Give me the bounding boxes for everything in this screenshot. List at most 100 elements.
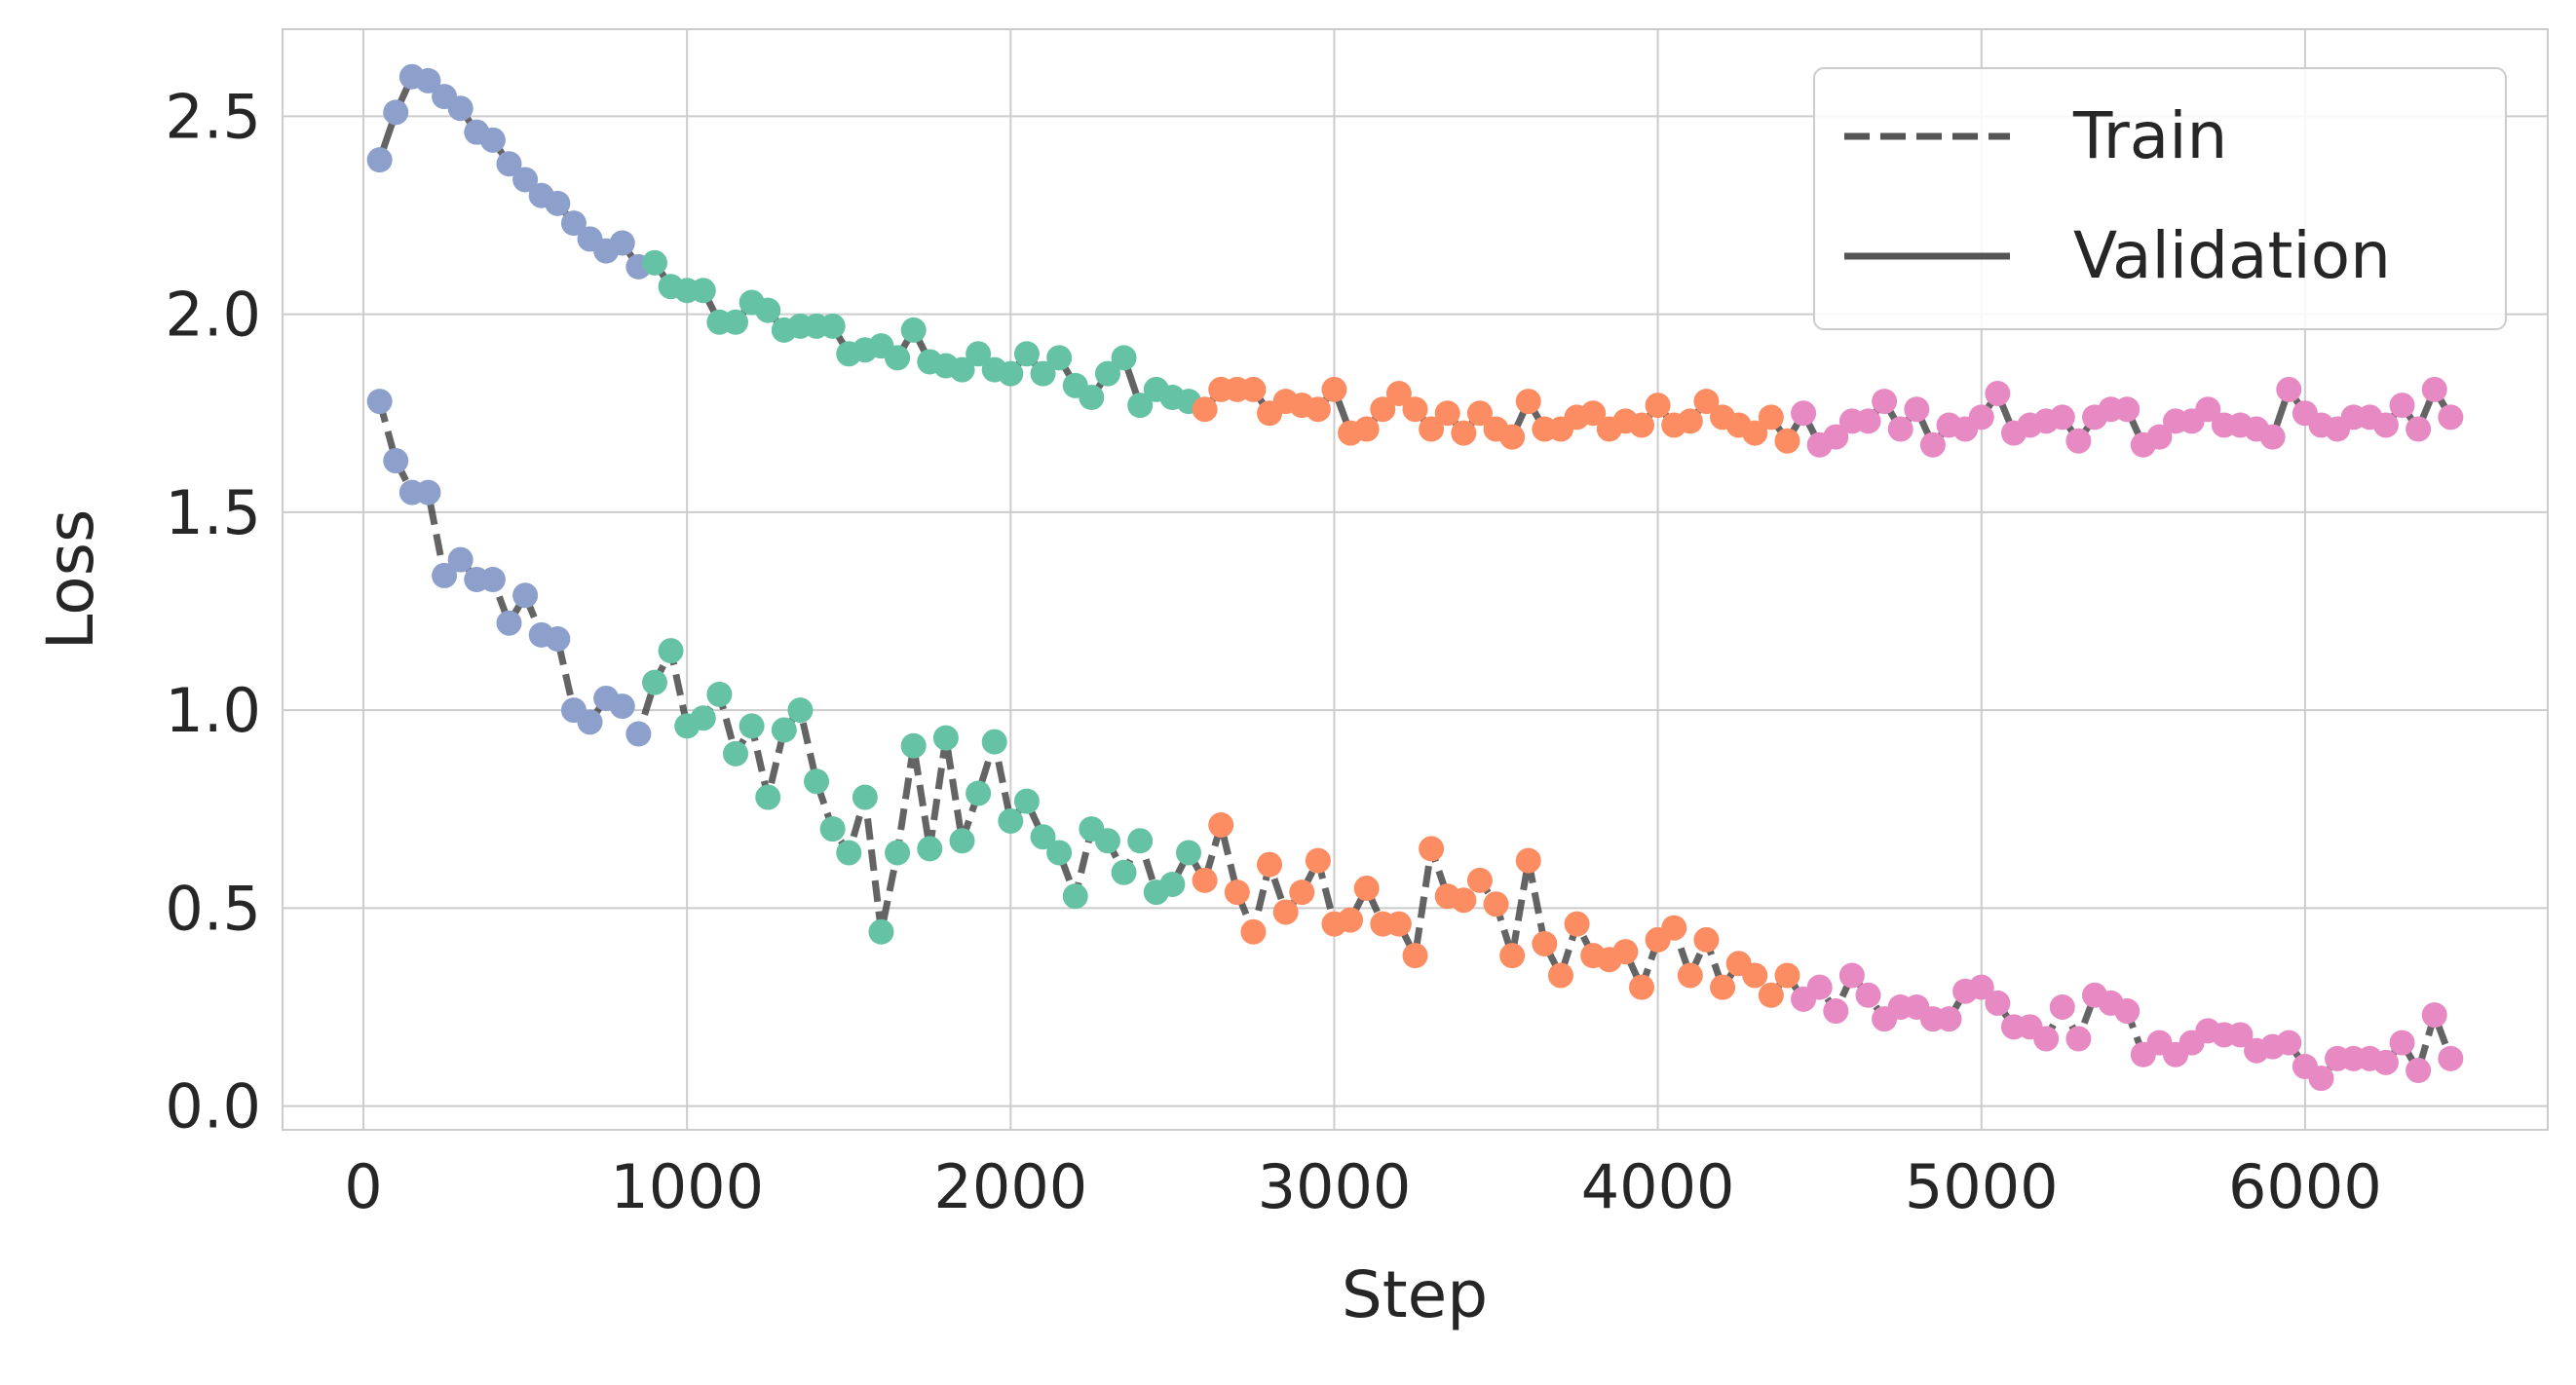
validation-point xyxy=(609,230,635,256)
train-point xyxy=(2049,993,2075,1020)
train-point xyxy=(496,610,522,636)
validation-point xyxy=(966,341,992,367)
validation-point xyxy=(1855,408,1881,434)
validation-point xyxy=(545,190,571,216)
train-point xyxy=(2421,1002,2447,1029)
validation-point xyxy=(1872,389,1898,415)
validation-point xyxy=(2406,416,2432,442)
train-point xyxy=(1094,828,1120,854)
train-point xyxy=(836,840,862,866)
validation-point xyxy=(1499,424,1526,450)
validation-point xyxy=(1791,400,1817,427)
validation-point xyxy=(1451,420,1477,446)
validation-point xyxy=(2195,396,2221,423)
train-point xyxy=(1936,1006,1962,1032)
train-point xyxy=(1499,943,1526,969)
train-point xyxy=(1353,876,1380,902)
train-point xyxy=(415,479,441,505)
x-tick-label: 1000 xyxy=(610,1151,764,1222)
grid-lines xyxy=(283,29,2548,1130)
train-point xyxy=(2033,1026,2060,1052)
train-point xyxy=(1385,911,1412,937)
validation-point xyxy=(1693,389,1720,415)
train-point xyxy=(885,840,911,866)
train-point xyxy=(1629,974,1654,1000)
legend-train-label: Train xyxy=(2072,98,2227,173)
train-point xyxy=(706,681,733,707)
validation-point xyxy=(496,151,522,177)
validation-point xyxy=(366,147,393,173)
train-point xyxy=(2438,1045,2464,1071)
validation-point xyxy=(1580,400,1607,427)
train-point xyxy=(1547,962,1573,989)
train-point xyxy=(1661,915,1687,941)
validation-point xyxy=(819,313,846,339)
validation-point xyxy=(885,345,911,371)
validation-point xyxy=(2372,412,2399,438)
validation-point xyxy=(1774,428,1800,454)
train-point xyxy=(658,638,684,664)
validation-point xyxy=(2421,376,2447,402)
validation-point xyxy=(2259,424,2286,450)
validation-point xyxy=(2276,376,2302,402)
train-point xyxy=(1030,824,1056,850)
train-point xyxy=(432,562,458,588)
train-point xyxy=(1483,891,1509,917)
train-point xyxy=(771,717,797,743)
train-point xyxy=(1985,990,2011,1016)
validation-point xyxy=(1402,396,1428,423)
validation-point xyxy=(1094,360,1120,387)
train-point xyxy=(852,784,878,810)
train-point xyxy=(577,709,603,735)
train-point xyxy=(1451,887,1477,914)
legend-box xyxy=(1813,67,2507,330)
validation-point xyxy=(383,99,409,126)
train-point xyxy=(512,582,539,609)
validation-point xyxy=(479,127,506,153)
x-tick-label: 6000 xyxy=(2228,1151,2382,1222)
validation-point xyxy=(1111,345,1137,371)
train-point xyxy=(1127,828,1154,854)
validation-point xyxy=(755,297,781,323)
validation-point xyxy=(1823,424,1849,450)
train-point xyxy=(383,448,409,474)
train-point xyxy=(723,740,748,767)
train-point xyxy=(1208,812,1234,839)
validation-point xyxy=(2146,424,2173,450)
train-point xyxy=(1159,871,1186,897)
validation-point xyxy=(1629,412,1654,438)
validation-point xyxy=(415,67,441,94)
train-point xyxy=(1338,907,1364,933)
train-point xyxy=(1272,899,1299,925)
y-tick-label: 2.5 xyxy=(165,81,261,152)
train-point xyxy=(1289,880,1315,906)
train-point xyxy=(949,828,975,854)
train-point xyxy=(739,713,765,739)
train-point xyxy=(1710,974,1736,1000)
train-point xyxy=(966,780,992,806)
train-point xyxy=(545,625,571,652)
train-point xyxy=(609,693,635,720)
validation-point xyxy=(1758,404,1784,430)
train-point xyxy=(1693,926,1720,953)
validation-point xyxy=(900,317,927,343)
train-point xyxy=(1046,840,1073,866)
train-point xyxy=(2065,1026,2092,1052)
train-point xyxy=(1305,847,1331,874)
train-point xyxy=(1062,883,1088,910)
train-point xyxy=(1111,859,1137,885)
x-tick-label: 3000 xyxy=(1258,1151,1412,1222)
validation-point xyxy=(1904,396,1930,423)
train-point xyxy=(1224,880,1250,906)
validation-point xyxy=(641,249,667,276)
train-point xyxy=(1532,930,1558,956)
train-point xyxy=(1612,939,1639,965)
train-point xyxy=(1823,998,1849,1025)
validation-point xyxy=(1013,341,1040,367)
train-point xyxy=(690,705,716,731)
validation-point xyxy=(2389,393,2415,419)
train-point xyxy=(641,669,667,695)
validation-point xyxy=(1240,376,1267,402)
y-tick-label: 1.0 xyxy=(165,675,261,746)
y-axis-label: Loss xyxy=(33,509,108,651)
